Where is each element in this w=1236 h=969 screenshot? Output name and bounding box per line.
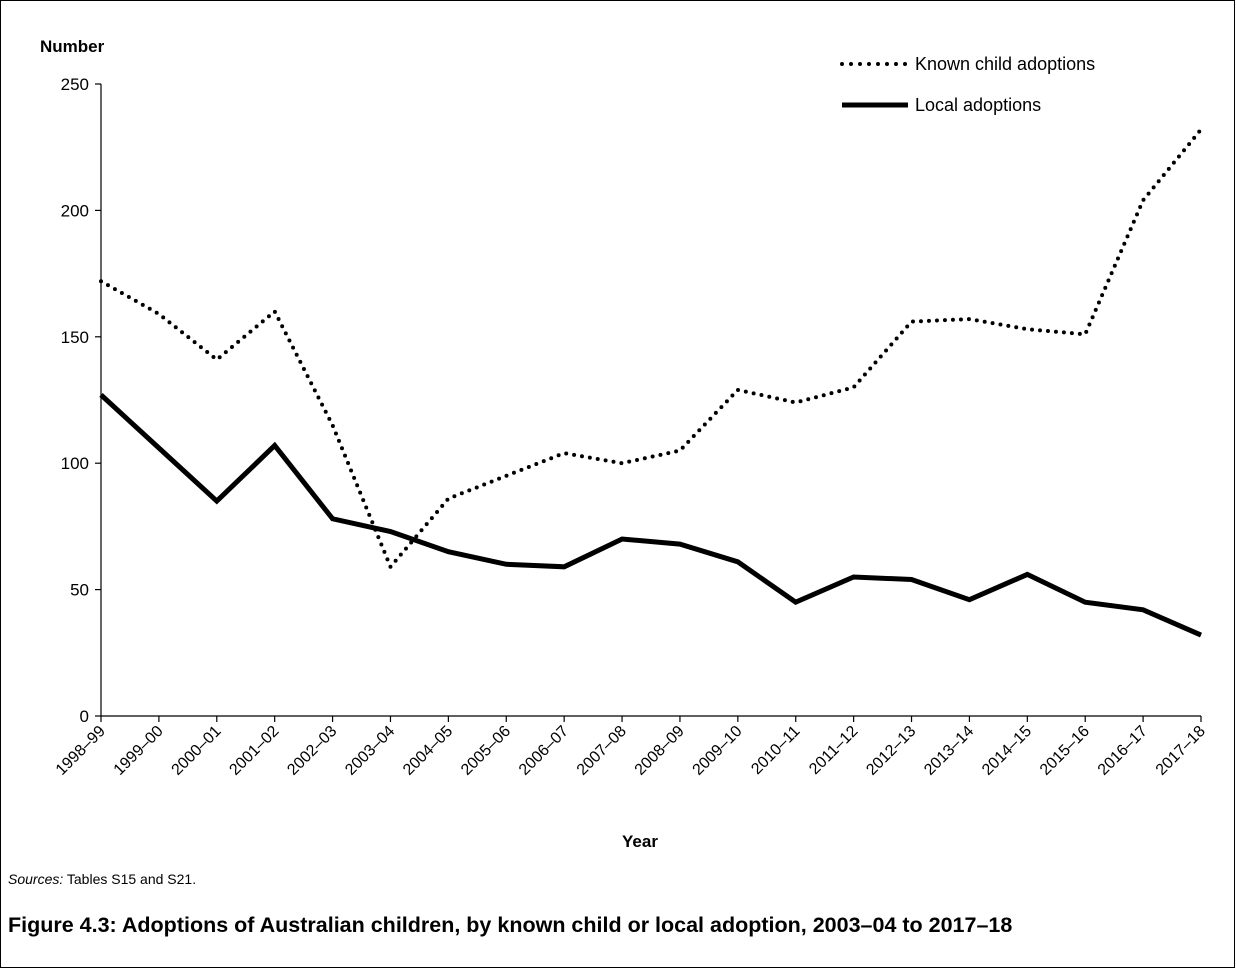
x-tick-label: 2005–06	[458, 723, 514, 779]
line-chart: Number Year 0 50 100 150 200 250 1998–99 1999–0…	[40, 37, 1209, 851]
x-tick-label: 2012–13	[863, 723, 919, 779]
x-tick-label: 2002–03	[284, 723, 340, 779]
axes: 0 50 100 150 200 250 1998–99 1999–00 2000–01 2001…	[53, 75, 1209, 779]
x-tick-label: 2001–02	[226, 723, 282, 779]
x-tick-label: 2000–01	[169, 723, 225, 779]
y-tick-label: 200	[61, 201, 89, 220]
x-tick-label: 2007–08	[574, 723, 630, 779]
y-axis-label: Number	[40, 37, 105, 56]
series-layer	[99, 127, 1203, 638]
y-tick-label: 50	[70, 581, 89, 600]
sources-label: Sources:	[8, 871, 64, 887]
y-tick-label: 150	[61, 328, 89, 347]
y-tick-label: 250	[61, 75, 89, 94]
x-tick-label: 2015–16	[1037, 723, 1093, 779]
sources-note: Sources: Tables S15 and S21.	[8, 871, 196, 887]
x-tick-label: 2010–11	[748, 723, 803, 778]
x-tick-label: 2014–15	[979, 723, 1035, 779]
x-tick-label: 2003–04	[342, 723, 398, 779]
x-tick-label: 1999–00	[111, 723, 167, 779]
y-tick-label: 100	[61, 454, 89, 473]
legend-label: Known child adoptions	[915, 54, 1095, 74]
series-line-local-adoptions	[99, 393, 1203, 638]
series-line-known-child-adoptions	[99, 127, 1203, 571]
figure-caption: Figure 4.3: Adoptions of Australian chil…	[8, 913, 1013, 937]
x-tick-label: 2004–05	[400, 723, 456, 779]
x-tick-label: 2016–17	[1095, 723, 1151, 779]
y-tick-label: 0	[80, 707, 89, 726]
x-tick-label: 1998–99	[53, 723, 109, 779]
sources-text: Tables S15 and S21.	[63, 871, 197, 887]
x-axis-label: Year	[622, 832, 658, 851]
x-tick-label: 2013–14	[921, 723, 977, 779]
x-tick-label: 2011–12	[806, 723, 861, 778]
x-tick-label: 2006–07	[516, 723, 572, 779]
x-tick-label: 2008–09	[632, 723, 688, 779]
legend: Known child adoptions Local adoptions	[840, 54, 1095, 115]
legend-label: Local adoptions	[915, 95, 1041, 115]
x-tick-label: 2017–18	[1153, 723, 1209, 779]
x-tick-label: 2009–10	[690, 723, 746, 779]
